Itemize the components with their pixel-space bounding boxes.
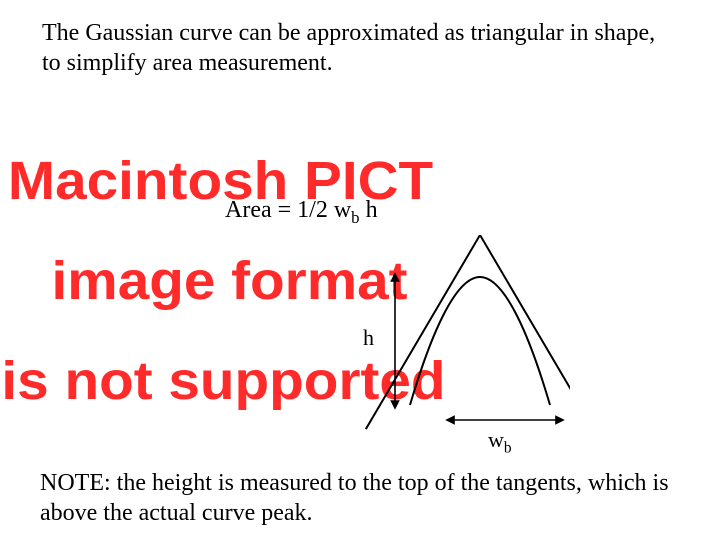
- intro-text: The Gaussian curve can be approximated a…: [42, 18, 662, 78]
- wb-w: w: [488, 427, 504, 452]
- area-h: h: [360, 197, 378, 223]
- note-text: NOTE: the height is measured to the top …: [40, 468, 700, 528]
- slide-root: Macintosh PICT image format is not suppo…: [0, 0, 720, 540]
- area-formula: Area = 1/2 wb h: [225, 197, 378, 228]
- h-label: h: [363, 325, 374, 351]
- area-prefix: Area = 1/2 w: [225, 197, 351, 223]
- triangle-diagram: [150, 235, 570, 445]
- diagram-lines: [366, 235, 570, 429]
- wb-b: b: [504, 439, 512, 456]
- area-sub-b: b: [351, 208, 359, 227]
- wb-label: wb: [488, 427, 512, 457]
